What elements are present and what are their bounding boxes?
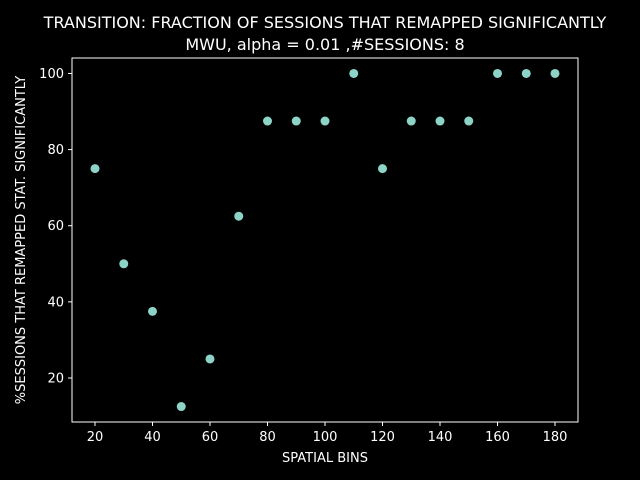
data-point [263,116,272,126]
data-point [234,211,244,221]
data-point [378,164,387,174]
y-tick-label: 60 [47,219,64,234]
data-point [464,116,474,126]
data-point [320,116,330,126]
y-tick-label: 80 [47,143,64,158]
x-tick-label: 120 [370,430,395,445]
plot-area: 20 40 60 80 100 120 140 160 180 20 40 60 80 100 [39,57,579,445]
data-point [148,306,157,316]
data-point [406,116,416,126]
y-axis-label: %SESSIONS THAT REMAPPED STAT. SIGNIFICAN… [14,76,29,404]
x-tick-label: 100 [313,430,338,445]
data-point [291,116,301,126]
chart-subtitle: MWU, alpha = 0.01 ,#SESSIONS: 8 [185,35,464,54]
y-tick-label: 20 [47,371,64,386]
chart-title: TRANSITION: FRACTION OF SESSIONS THAT RE… [43,13,607,32]
data-point [349,68,359,78]
y-tick-label: 40 [47,295,64,310]
x-tick-label: 60 [202,430,219,445]
x-tick-label: 20 [87,430,104,445]
data-point [176,402,186,412]
y-tick-label: 100 [39,67,64,82]
data-point [119,259,129,269]
data-point [550,68,560,78]
x-axis-label: SPATIAL BINS [282,451,368,466]
x-tick-label: 40 [144,430,161,445]
data-point [435,116,445,126]
data-point [90,164,100,174]
data-point [521,68,531,78]
data-point [205,354,215,364]
x-tick-label: 160 [485,430,510,445]
data-point [493,68,502,78]
x-tick-label: 140 [428,430,453,445]
x-tick-label: 180 [543,430,568,445]
x-tick-label: 80 [259,430,276,445]
